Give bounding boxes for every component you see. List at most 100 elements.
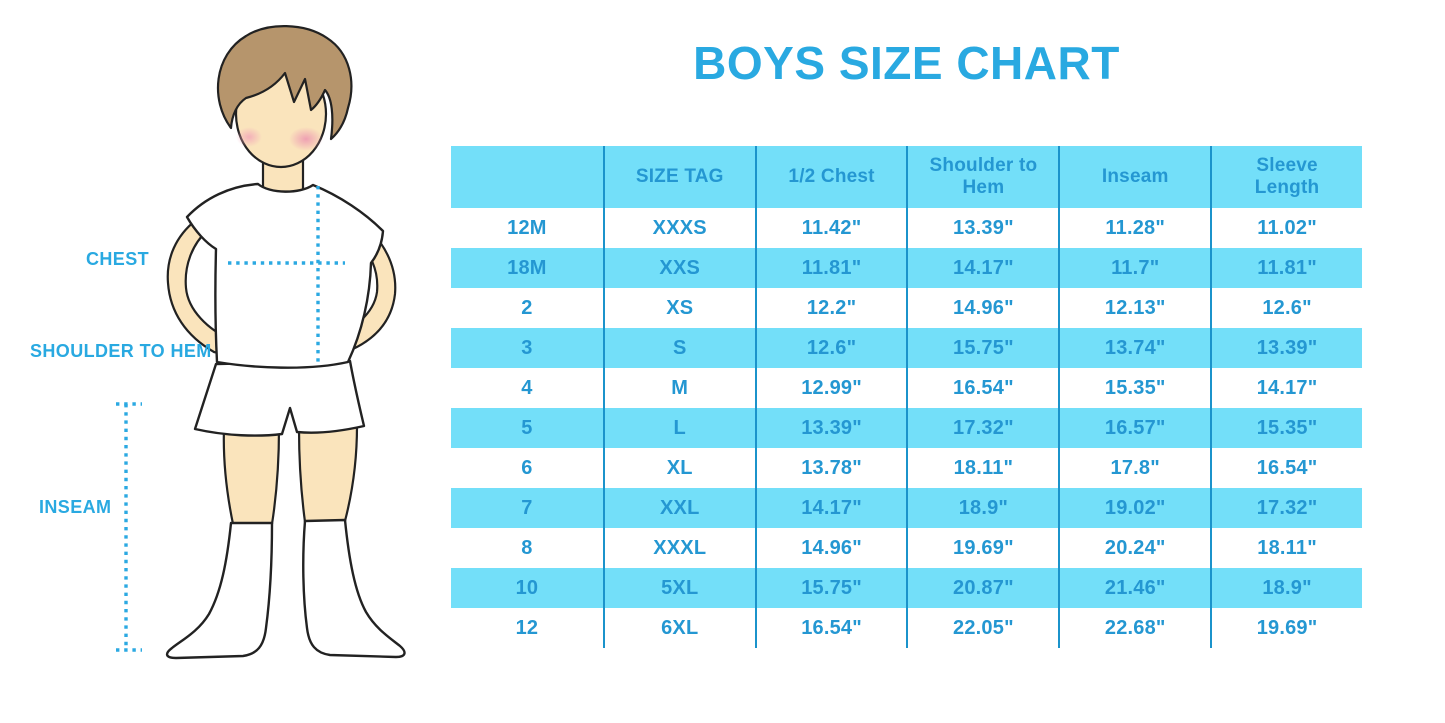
value-cell: 17.32" bbox=[1210, 488, 1362, 528]
shoulder-to-hem-label: SHOULDER TO HEM bbox=[30, 341, 212, 361]
table-row: 3 S 12.6" 15.75" 13.74" 13.39" bbox=[451, 328, 1362, 368]
value-cell: 16.57" bbox=[1058, 408, 1210, 448]
boy-sock-left bbox=[165, 521, 274, 660]
value-cell: 20.87" bbox=[906, 568, 1058, 608]
table-header-cell: SIZE TAG bbox=[602, 146, 755, 208]
value-cell: 11.02" bbox=[1210, 208, 1362, 248]
page-title: BOYS SIZE CHART bbox=[693, 37, 1120, 89]
size-cell: 3 bbox=[521, 336, 533, 359]
boy-illustration bbox=[116, 25, 406, 660]
value-cell: 14.96" bbox=[906, 288, 1058, 328]
table-row: 12M XXXS 11.42" 13.39" 11.28" 11.02" bbox=[451, 208, 1362, 248]
table-row: 5 L 13.39" 17.32" 16.57" 15.35" bbox=[451, 408, 1362, 448]
table-row: 10 5XL 15.75" 20.87" 21.46" 18.9" bbox=[451, 568, 1362, 608]
table-row: 6 XL 13.78" 18.11" 17.8" 16.54" bbox=[451, 448, 1362, 488]
value-cell: 18.11" bbox=[1210, 528, 1362, 568]
value-cell: 19.69" bbox=[1210, 608, 1362, 648]
chest-label: CHEST bbox=[86, 249, 150, 269]
table-row: 18M XXS 11.81" 14.17" 11.7" 11.81" bbox=[451, 248, 1362, 288]
value-cell: 18.9" bbox=[1210, 568, 1362, 608]
value-cell: 6XL bbox=[602, 608, 755, 648]
value-cell: L bbox=[602, 408, 755, 448]
value-cell: XS bbox=[602, 288, 755, 328]
value-cell: 14.17" bbox=[754, 488, 907, 528]
value-cell: 15.35" bbox=[1210, 408, 1362, 448]
boy-cheek-right bbox=[289, 127, 323, 151]
value-cell: 15.35" bbox=[1058, 368, 1210, 408]
value-cell: 16.54" bbox=[754, 608, 907, 648]
value-cell: S bbox=[602, 328, 755, 368]
value-cell: 12.2" bbox=[754, 288, 907, 328]
value-cell: 14.96" bbox=[754, 528, 907, 568]
table-row: 8 XXXL 14.96" 19.69" 20.24" 18.11" bbox=[451, 528, 1362, 568]
table-row: 12 6XL 16.54" 22.05" 22.68" 19.69" bbox=[451, 608, 1362, 648]
value-cell: 13.74" bbox=[1058, 328, 1210, 368]
value-cell: M bbox=[602, 368, 755, 408]
table-row: 2 XS 12.2" 14.96" 12.13" 12.6" bbox=[451, 288, 1362, 328]
value-cell: 22.05" bbox=[906, 608, 1058, 648]
table-row: 4 M 12.99" 16.54" 15.35" 14.17" bbox=[451, 368, 1362, 408]
boy-leg-left bbox=[222, 426, 281, 526]
value-cell: 13.78" bbox=[754, 448, 907, 488]
value-cell: 15.75" bbox=[906, 328, 1058, 368]
value-cell: 12.99" bbox=[754, 368, 907, 408]
size-cell: 2 bbox=[521, 296, 533, 319]
value-cell: 22.68" bbox=[1058, 608, 1210, 648]
boy-cheek-left bbox=[236, 127, 262, 147]
size-cell: 18M bbox=[507, 256, 547, 279]
value-cell: 18.11" bbox=[906, 448, 1058, 488]
table-header-cell: Sleeve Length bbox=[1210, 146, 1362, 208]
value-cell: XXS bbox=[602, 248, 755, 288]
boy-leg-right bbox=[297, 424, 359, 524]
table-header-row: SIZE TAG 1/2 Chest Shoulder to Hem Inseam Sl… bbox=[451, 146, 1362, 208]
value-cell: 11.7" bbox=[1058, 248, 1210, 288]
value-cell: 11.81" bbox=[1210, 248, 1362, 288]
value-cell: 15.75" bbox=[754, 568, 907, 608]
value-cell: 19.69" bbox=[906, 528, 1058, 568]
table-header-cell: 1/2 Chest bbox=[754, 146, 907, 208]
value-cell: 14.17" bbox=[1210, 368, 1362, 408]
size-cell: 12M bbox=[507, 216, 547, 239]
size-cell: 8 bbox=[521, 536, 533, 559]
value-cell: 11.28" bbox=[1058, 208, 1210, 248]
value-cell: XXXL bbox=[602, 528, 755, 568]
value-cell: 13.39" bbox=[1210, 328, 1362, 368]
boy-sock-right bbox=[302, 518, 406, 659]
table-row: 7 XXL 14.17" 18.9" 19.02" 17.32" bbox=[451, 488, 1362, 528]
value-cell: 14.17" bbox=[906, 248, 1058, 288]
value-cell: 20.24" bbox=[1058, 528, 1210, 568]
value-cell: 16.54" bbox=[1210, 448, 1362, 488]
value-cell: 12.6" bbox=[754, 328, 907, 368]
table-header-cell: Inseam bbox=[1058, 146, 1210, 208]
value-cell: 11.81" bbox=[754, 248, 907, 288]
boy-shirt bbox=[185, 182, 385, 369]
value-cell: 12.13" bbox=[1058, 288, 1210, 328]
value-cell: 5XL bbox=[602, 568, 755, 608]
inseam-label: INSEAM bbox=[39, 497, 112, 517]
size-cell: 10 bbox=[515, 576, 539, 599]
value-cell: 13.39" bbox=[754, 408, 907, 448]
value-cell: XXL bbox=[602, 488, 755, 528]
size-table: SIZE TAG 1/2 Chest Shoulder to Hem Inseam Sl… bbox=[451, 146, 1362, 648]
boy-hair bbox=[217, 25, 353, 141]
size-cell: 5 bbox=[521, 416, 533, 439]
value-cell: 21.46" bbox=[1058, 568, 1210, 608]
size-cell: 12 bbox=[515, 616, 539, 639]
value-cell: XXXS bbox=[602, 208, 755, 248]
value-cell: 16.54" bbox=[906, 368, 1058, 408]
table-header-cell-empty bbox=[451, 146, 603, 208]
boy-shorts bbox=[193, 359, 366, 437]
value-cell: 11.42" bbox=[754, 208, 907, 248]
size-cell: 6 bbox=[521, 456, 533, 479]
value-cell: 17.8" bbox=[1058, 448, 1210, 488]
value-cell: 13.39" bbox=[906, 208, 1058, 248]
value-cell: XL bbox=[602, 448, 755, 488]
value-cell: 18.9" bbox=[906, 488, 1058, 528]
value-cell: 19.02" bbox=[1058, 488, 1210, 528]
table-header-cell: Shoulder to Hem bbox=[906, 146, 1058, 208]
size-cell: 4 bbox=[521, 376, 533, 399]
value-cell: 12.6" bbox=[1210, 288, 1362, 328]
size-cell: 7 bbox=[521, 496, 533, 519]
value-cell: 17.32" bbox=[906, 408, 1058, 448]
